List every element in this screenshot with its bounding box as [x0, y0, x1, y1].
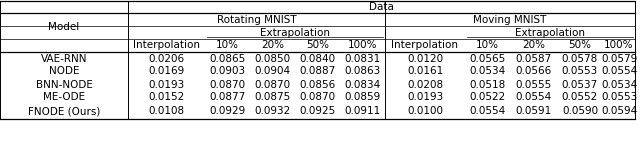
Text: 0.0590: 0.0590 — [562, 107, 598, 117]
Text: 0.0537: 0.0537 — [562, 80, 598, 90]
Text: 0.0863: 0.0863 — [344, 66, 381, 77]
Text: 0.0840: 0.0840 — [300, 53, 335, 63]
Text: 0.0161: 0.0161 — [407, 66, 443, 77]
Text: VAE-RNN: VAE-RNN — [41, 53, 87, 63]
Text: 0.0554: 0.0554 — [469, 107, 506, 117]
Text: 0.0875: 0.0875 — [254, 93, 291, 103]
Text: 0.0870: 0.0870 — [300, 93, 335, 103]
Text: Data: Data — [369, 2, 394, 12]
Text: 0.0850: 0.0850 — [255, 53, 291, 63]
Text: 10%: 10% — [476, 40, 499, 50]
Text: 0.0534: 0.0534 — [469, 66, 506, 77]
Text: 0.0553: 0.0553 — [601, 93, 637, 103]
Text: Interpolation: Interpolation — [392, 40, 458, 50]
Text: 0.0100: 0.0100 — [407, 107, 443, 117]
Text: 0.0553: 0.0553 — [562, 66, 598, 77]
Text: Model: Model — [49, 21, 79, 31]
Text: 0.0578: 0.0578 — [562, 53, 598, 63]
Text: 0.0877: 0.0877 — [209, 93, 246, 103]
Text: 0.0518: 0.0518 — [469, 80, 506, 90]
Text: 0.0565: 0.0565 — [469, 53, 506, 63]
Text: 0.0120: 0.0120 — [407, 53, 443, 63]
Text: 0.0579: 0.0579 — [601, 53, 637, 63]
Text: 0.0206: 0.0206 — [148, 53, 184, 63]
Text: 10%: 10% — [216, 40, 239, 50]
Text: 0.0870: 0.0870 — [209, 80, 246, 90]
Text: NODE: NODE — [49, 66, 79, 77]
Text: 0.0554: 0.0554 — [601, 66, 637, 77]
Text: 0.0555: 0.0555 — [515, 80, 552, 90]
Text: 0.0554: 0.0554 — [515, 93, 552, 103]
Text: 0.0534: 0.0534 — [601, 80, 637, 90]
Text: 0.0859: 0.0859 — [344, 93, 381, 103]
Text: 0.0591: 0.0591 — [515, 107, 552, 117]
Text: 20%: 20% — [261, 40, 284, 50]
Text: BNN-NODE: BNN-NODE — [36, 80, 92, 90]
Text: 0.0193: 0.0193 — [148, 80, 184, 90]
Text: Extrapolation: Extrapolation — [515, 27, 585, 37]
Text: Moving MNIST: Moving MNIST — [474, 14, 547, 24]
Text: 0.0552: 0.0552 — [562, 93, 598, 103]
Text: 0.0587: 0.0587 — [515, 53, 552, 63]
Text: 0.0932: 0.0932 — [254, 107, 291, 117]
Text: 0.0169: 0.0169 — [148, 66, 184, 77]
Text: 0.0856: 0.0856 — [300, 80, 335, 90]
Text: 0.0865: 0.0865 — [209, 53, 246, 63]
Text: 0.0566: 0.0566 — [515, 66, 552, 77]
Text: 0.0208: 0.0208 — [407, 80, 443, 90]
Text: 0.0831: 0.0831 — [344, 53, 381, 63]
Text: Interpolation: Interpolation — [133, 40, 200, 50]
Text: Extrapolation: Extrapolation — [260, 27, 330, 37]
Text: 50%: 50% — [568, 40, 591, 50]
Text: ME-ODE: ME-ODE — [43, 93, 85, 103]
Text: 0.0193: 0.0193 — [407, 93, 443, 103]
Text: 100%: 100% — [348, 40, 377, 50]
Text: 100%: 100% — [604, 40, 634, 50]
Text: 0.0870: 0.0870 — [255, 80, 291, 90]
Text: 0.0887: 0.0887 — [300, 66, 335, 77]
Text: 50%: 50% — [306, 40, 329, 50]
Text: 0.0903: 0.0903 — [209, 66, 246, 77]
Text: 0.0834: 0.0834 — [344, 80, 381, 90]
Text: 0.0904: 0.0904 — [255, 66, 291, 77]
Text: 0.0152: 0.0152 — [148, 93, 184, 103]
Text: FNODE (Ours): FNODE (Ours) — [28, 107, 100, 117]
Text: 0.0925: 0.0925 — [300, 107, 335, 117]
Text: 0.0911: 0.0911 — [344, 107, 381, 117]
Text: 0.0594: 0.0594 — [601, 107, 637, 117]
Text: 20%: 20% — [522, 40, 545, 50]
Text: Rotating MNIST: Rotating MNIST — [217, 14, 296, 24]
Text: 0.0522: 0.0522 — [469, 93, 506, 103]
Text: 0.0929: 0.0929 — [209, 107, 246, 117]
Text: 0.0108: 0.0108 — [148, 107, 184, 117]
